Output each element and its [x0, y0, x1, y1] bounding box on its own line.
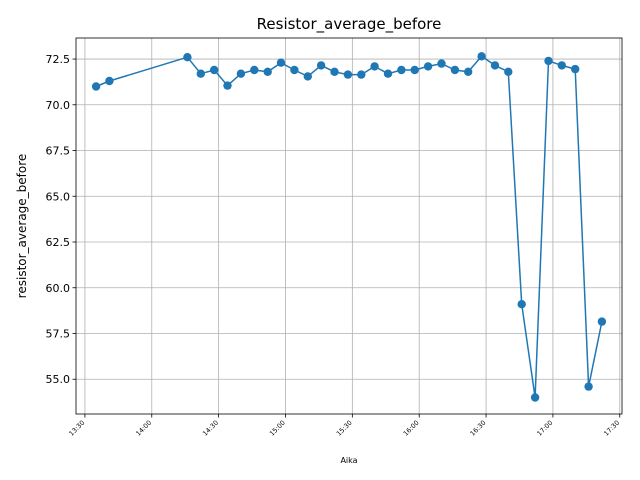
- x-tick-label: 14:30: [201, 419, 220, 438]
- data-point: [504, 67, 513, 77]
- x-tick-label: 17:00: [535, 419, 554, 438]
- x-tick-label: 16:30: [469, 419, 488, 438]
- x-axis-label: Aika: [340, 456, 357, 465]
- data-point: [584, 382, 593, 391]
- y-axis-label: resistor_average_before: [15, 154, 29, 299]
- x-tick-label: 13:30: [67, 419, 86, 438]
- data-point: [370, 62, 379, 71]
- x-tick-label: 15:30: [335, 419, 354, 438]
- y-tick-label: 60.0: [46, 282, 71, 295]
- data-point: [196, 69, 205, 78]
- data-point: [303, 72, 312, 81]
- data-point: [276, 58, 286, 67]
- x-tick-label: 16:00: [402, 419, 421, 438]
- series-line: [95, 55, 603, 398]
- x-tick-label: 15:00: [268, 419, 287, 438]
- grid: [76, 38, 622, 414]
- series-group: [91, 52, 607, 402]
- x-tick-label: 17:30: [602, 419, 621, 438]
- data-point: [544, 56, 553, 66]
- data-point: [410, 65, 419, 75]
- data-point: [517, 300, 526, 309]
- data-point: [437, 59, 446, 68]
- data-point: [316, 61, 326, 70]
- data-point: [330, 67, 339, 77]
- y-axis-ticks: 55.0 57.5 60.0 62.5 65.0 67.5 70.0 72.5: [46, 53, 76, 386]
- data-point: [397, 65, 406, 75]
- y-tick-label: 72.5: [46, 53, 71, 66]
- data-point: [450, 65, 460, 75]
- data-point: [250, 65, 259, 75]
- data-point: [357, 70, 366, 79]
- data-point: [530, 393, 540, 402]
- data-point: [91, 82, 101, 91]
- y-tick-label: 65.0: [46, 190, 71, 203]
- plot-frame: [75, 37, 623, 415]
- data-point: [464, 67, 473, 77]
- chart-title: Resistor_average_before: [257, 15, 442, 34]
- data-point: [477, 52, 486, 61]
- x-tick-label: 14:00: [134, 419, 153, 438]
- y-tick-label: 55.0: [46, 373, 71, 386]
- data-point: [571, 64, 580, 74]
- data-point: [236, 69, 246, 78]
- data-point: [105, 76, 114, 86]
- data-point: [290, 65, 299, 75]
- y-tick-label: 62.5: [46, 236, 71, 249]
- y-tick-label: 70.0: [46, 99, 71, 112]
- x-axis-ticks: 13:30 14:00 14:30 15:00 15:30 16:00 16:30 17:00…: [67, 414, 621, 438]
- data-point: [490, 61, 500, 70]
- y-tick-label: 57.5: [46, 327, 71, 340]
- data-point: [597, 317, 607, 326]
- data-point: [223, 81, 232, 90]
- data-point: [210, 65, 219, 75]
- data-point: [183, 53, 192, 62]
- data-point: [423, 62, 433, 71]
- data-point: [343, 70, 353, 79]
- data-point: [383, 69, 393, 78]
- data-point: [263, 67, 272, 77]
- data-point: [557, 61, 566, 70]
- y-tick-label: 67.5: [46, 145, 71, 158]
